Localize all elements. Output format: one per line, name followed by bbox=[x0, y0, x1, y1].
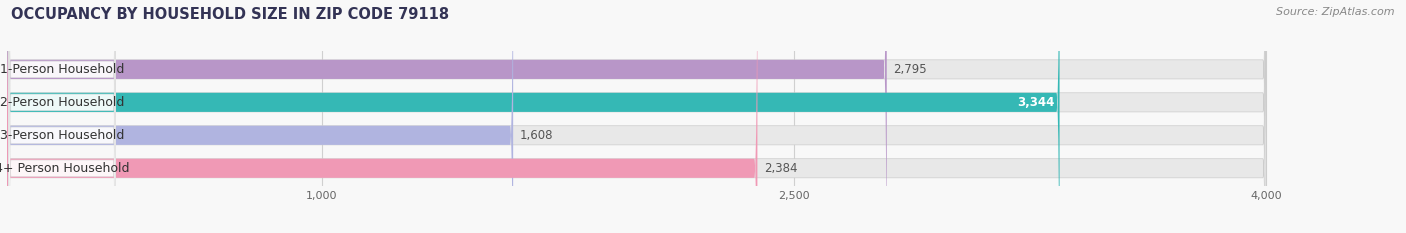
Text: 1-Person Household: 1-Person Household bbox=[0, 63, 124, 76]
FancyBboxPatch shape bbox=[8, 0, 115, 233]
FancyBboxPatch shape bbox=[7, 0, 758, 233]
FancyBboxPatch shape bbox=[8, 0, 115, 233]
FancyBboxPatch shape bbox=[8, 0, 115, 233]
Text: 3-Person Household: 3-Person Household bbox=[0, 129, 124, 142]
FancyBboxPatch shape bbox=[7, 0, 1265, 233]
FancyBboxPatch shape bbox=[7, 0, 513, 233]
Text: 3,344: 3,344 bbox=[1018, 96, 1054, 109]
Text: 2,795: 2,795 bbox=[893, 63, 927, 76]
Text: 2,384: 2,384 bbox=[763, 162, 797, 175]
FancyBboxPatch shape bbox=[7, 0, 1265, 233]
FancyBboxPatch shape bbox=[7, 0, 1060, 233]
Text: 2-Person Household: 2-Person Household bbox=[0, 96, 124, 109]
Text: OCCUPANCY BY HOUSEHOLD SIZE IN ZIP CODE 79118: OCCUPANCY BY HOUSEHOLD SIZE IN ZIP CODE … bbox=[11, 7, 450, 22]
FancyBboxPatch shape bbox=[7, 0, 887, 233]
Text: 1,608: 1,608 bbox=[519, 129, 553, 142]
Text: Source: ZipAtlas.com: Source: ZipAtlas.com bbox=[1277, 7, 1395, 17]
Text: 4+ Person Household: 4+ Person Household bbox=[0, 162, 129, 175]
FancyBboxPatch shape bbox=[7, 0, 1265, 233]
FancyBboxPatch shape bbox=[8, 0, 115, 233]
FancyBboxPatch shape bbox=[7, 0, 1265, 233]
